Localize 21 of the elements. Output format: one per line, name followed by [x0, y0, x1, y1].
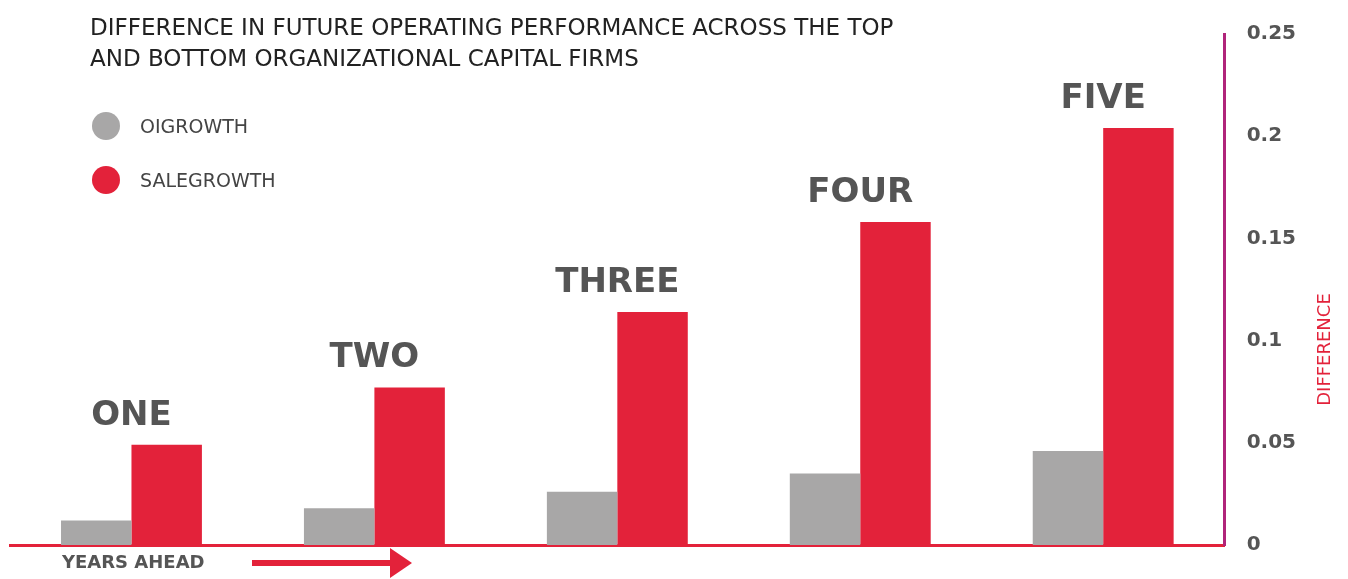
y-tick-label: 0.2 — [1246, 122, 1283, 147]
y-axis-title: DIFFERENCE — [1312, 293, 1334, 406]
y-tick-label: 0.1 — [1246, 326, 1283, 351]
x-tick-label: ONE — [91, 392, 172, 433]
x-tick-label: FIVE — [1060, 75, 1146, 116]
bar — [546, 491, 618, 545]
y-tick-label: 0.05 — [1246, 429, 1297, 453]
bar — [61, 520, 132, 545]
bar — [303, 508, 375, 545]
chart-title: DIFFERENCE IN FUTURE OPERATING PERFORMANCE ACROSS THE TOP AND BOTTOM ORGANIZATIONAL CAPITAL FIRMS — [90, 13, 895, 73]
y-tick-label: 0.25 — [1246, 20, 1297, 45]
y-tick-label: 0.15 — [1246, 224, 1297, 249]
bar — [789, 473, 861, 545]
legend-label: SALEGROWTH — [140, 168, 276, 191]
x-tick-label: FOUR — [807, 169, 914, 210]
legend-label: OIGROWTH — [140, 114, 249, 137]
x-axis-title: YEARS AHEAD — [61, 550, 205, 572]
x-tick-label: THREE — [555, 259, 680, 300]
x-tick-label: TWO — [329, 335, 420, 376]
y-tick-label: 0 — [1246, 531, 1261, 556]
bar — [1032, 450, 1104, 545]
